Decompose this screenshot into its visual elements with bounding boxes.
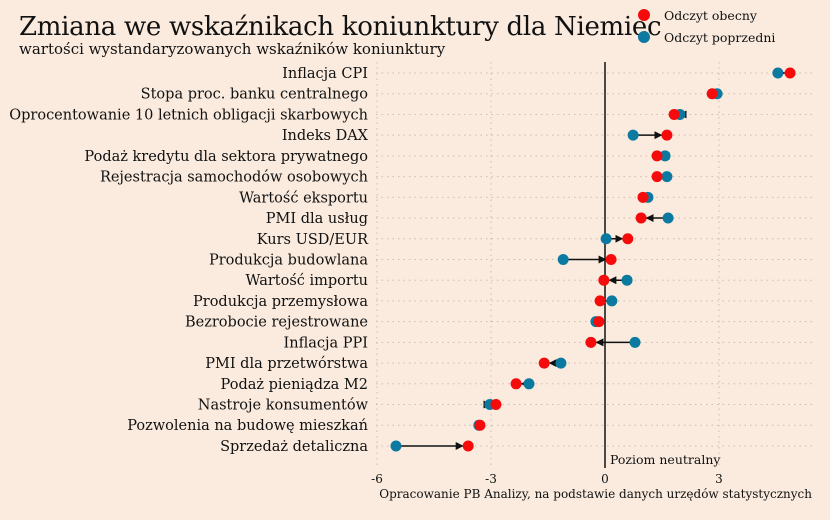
point-previous [629, 336, 641, 348]
category-label: Wartość eksportu [239, 190, 368, 206]
category-label: Produkcja przemysłowa [193, 294, 368, 310]
category-label: Stopa proc. banku centralnego [141, 87, 368, 103]
legend-swatch-current [638, 9, 650, 21]
point-current [635, 212, 647, 224]
point-current [637, 191, 649, 203]
point-previous [661, 171, 673, 183]
category-label: Bezrobocie rejestrowane [185, 315, 368, 331]
point-current [462, 440, 474, 452]
neutral-level-label: Poziom neutralny [610, 452, 721, 467]
category-label: Nastroje konsumentów [198, 398, 369, 414]
category-label: Podaż pieniądza M2 [221, 377, 368, 393]
point-previous [557, 253, 569, 265]
x-tick-label: 3 [715, 472, 723, 486]
category-label: Indeks DAX [282, 128, 369, 144]
category-label: Inflacja PPI [284, 335, 369, 351]
point-previous [523, 378, 535, 390]
point-current [594, 295, 606, 307]
point-current [605, 253, 617, 265]
point-previous [600, 233, 612, 245]
category-label: Wartość importu [246, 273, 368, 289]
point-current [598, 274, 610, 286]
point-previous [555, 357, 567, 369]
legend: Odczyt obecny Odczyt poprzedni [638, 4, 775, 48]
point-current [593, 316, 605, 328]
legend-item-current: Odczyt obecny [638, 4, 775, 26]
point-current [585, 336, 597, 348]
point-current [510, 378, 522, 390]
point-previous [772, 67, 784, 79]
legend-item-previous: Odczyt poprzedni [638, 26, 775, 48]
category-label: Oprocentowanie 10 letnich obligacji skar… [9, 107, 368, 123]
point-current [651, 150, 663, 162]
point-previous [627, 129, 639, 141]
category-label: Podaż kredytu dla sektora prywatnego [84, 149, 368, 165]
legend-label-current: Odczyt obecny [664, 7, 757, 23]
source-caption: Opracowanie PB Analizy, na podstawie dan… [379, 487, 812, 501]
category-label: Kurs USD/EUR [257, 232, 369, 248]
legend-swatch-previous [638, 31, 650, 43]
point-current [538, 357, 550, 369]
point-current [622, 233, 634, 245]
point-current [474, 419, 486, 431]
category-label: Rejestracja samochodów osobowych [100, 170, 368, 186]
category-label: PMI dla przetwórstwa [205, 356, 368, 372]
point-current [490, 399, 502, 411]
point-previous [390, 440, 402, 452]
point-current [651, 171, 663, 183]
x-tick-label: -3 [485, 472, 497, 486]
x-tick-label: 0 [601, 472, 609, 486]
point-previous [606, 295, 618, 307]
category-label: PMI dla usług [266, 211, 368, 227]
point-previous [659, 150, 671, 162]
point-current [784, 67, 796, 79]
point-current [706, 88, 718, 100]
point-current [661, 129, 673, 141]
category-label: Inflacja CPI [282, 66, 368, 82]
category-label: Pozwolenia na budowę mieszkań [127, 418, 368, 434]
point-previous [662, 212, 674, 224]
category-label: Produkcja budowlana [209, 252, 368, 268]
point-previous [621, 274, 633, 286]
point-current [668, 108, 680, 120]
chart-title: Zmiana we wskaźnikach koniunktury dla Ni… [19, 12, 662, 42]
legend-label-previous: Odczyt poprzedni [664, 29, 776, 45]
category-label: Sprzedaż detaliczna [220, 439, 368, 455]
chart-subtitle: wartości wystandaryzowanych wskaźników k… [19, 40, 446, 58]
x-tick-label: -6 [371, 472, 383, 486]
